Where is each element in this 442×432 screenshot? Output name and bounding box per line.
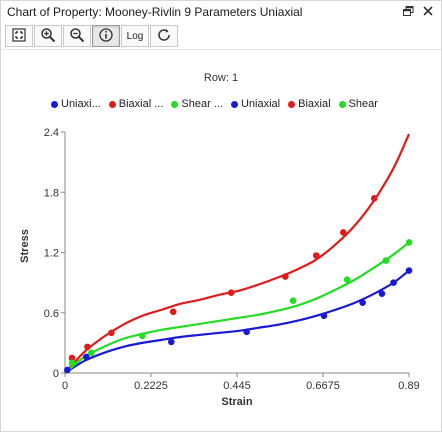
data-point [378, 290, 386, 297]
title-icons [401, 4, 435, 18]
data-point [359, 299, 366, 307]
legend-marker [230, 100, 238, 108]
data-point [64, 366, 71, 374]
fit-icon [11, 27, 27, 46]
data-point [68, 354, 76, 362]
series-line-biaxial [64, 133, 411, 374]
refresh-button[interactable] [150, 25, 178, 47]
zoom-in-button[interactable] [34, 25, 62, 47]
data-point [68, 359, 76, 367]
close-icon[interactable] [421, 4, 435, 18]
x-tick-label: 0.89 [398, 380, 419, 392]
restore-icon[interactable] [401, 4, 415, 18]
data-point [339, 229, 347, 236]
data-point [282, 273, 289, 280]
legend-label: Shear [348, 98, 378, 110]
legend-marker [338, 100, 346, 108]
data-point [169, 308, 177, 316]
data-point [227, 289, 235, 296]
x-tick-label: 0 [62, 380, 68, 392]
series-line-shear [64, 241, 410, 374]
x-tick-label: 0.6675 [306, 380, 340, 392]
legend-marker [171, 100, 179, 108]
legend-marker [51, 100, 58, 108]
x-tick-label: 0.445 [223, 380, 251, 392]
chart-toolbar: Log [5, 25, 178, 49]
legend-marker [288, 100, 296, 108]
x-axis-title: Strain [221, 396, 253, 408]
data-point [312, 252, 320, 259]
info-button[interactable] [92, 25, 120, 47]
legend-item[interactable]: Uniaxi... [51, 98, 101, 110]
legend-item[interactable]: Biaxial [288, 98, 331, 110]
legend-marker [108, 100, 116, 108]
x-tick-label: 0.2225 [134, 380, 168, 392]
y-tick-label: 0 [53, 368, 59, 380]
log-button[interactable]: Log [121, 25, 149, 47]
legend-label: Uniaxial [240, 98, 281, 110]
y-tick-label: 1.2 [44, 248, 59, 260]
data-point [289, 297, 297, 304]
chart-area: Row: 1 Uniaxi... Biaxial ... Shear ... Unia… [1, 50, 441, 432]
y-axis-title: Stress [19, 229, 31, 263]
legend-label: Biaxial [298, 98, 331, 110]
legend-item[interactable]: Shear [338, 98, 378, 110]
y-tick-label: 1.8 [44, 187, 59, 199]
y-tick-label: 0.6 [44, 308, 59, 320]
plot-svg: 0 0.6 1.2 1.8 2.4 0 0.2225 0.445 0.6675 0.89 [44, 127, 420, 392]
log-label: Log [126, 30, 144, 42]
data-point [84, 343, 91, 351]
window-title: Chart of Property: Mooney-Rivlin 9 Param… [7, 5, 303, 19]
chart-legend: Uniaxi... Biaxial ... Shear ... Uniaxial Bia… [51, 98, 378, 110]
data-point [320, 312, 328, 320]
info-icon [98, 27, 114, 46]
data-point [139, 332, 146, 340]
zoom-in-icon [40, 27, 56, 46]
data-point [343, 276, 351, 283]
data-point [382, 257, 390, 264]
toolbar-divider [1, 49, 441, 50]
data-point [167, 338, 175, 346]
legend-item[interactable]: Uniaxial [230, 98, 281, 110]
data-point [390, 279, 397, 286]
data-point [87, 349, 95, 357]
legend-label: Uniaxi... [61, 98, 101, 110]
data-point [405, 267, 413, 274]
series-line-uniaxial [64, 269, 410, 374]
zoom-out-button[interactable] [63, 25, 91, 47]
data-point [405, 239, 413, 246]
data-point [82, 353, 90, 361]
legend-item[interactable]: Biaxial ... [108, 98, 164, 110]
legend-label: Biaxial ... [118, 98, 164, 110]
legend-item[interactable]: Shear ... [171, 98, 223, 110]
data-point [370, 194, 378, 202]
data-point [108, 329, 115, 337]
legend-label: Shear ... [181, 98, 223, 110]
zoom-out-icon [69, 27, 85, 46]
title-bar: Chart of Property: Mooney-Rivlin 9 Param… [1, 1, 441, 23]
fit-view-button[interactable] [5, 25, 33, 47]
chart-title: Row: 1 [203, 72, 239, 84]
refresh-icon [156, 27, 172, 46]
y-tick-label: 2.4 [44, 127, 59, 139]
data-point [243, 328, 250, 336]
